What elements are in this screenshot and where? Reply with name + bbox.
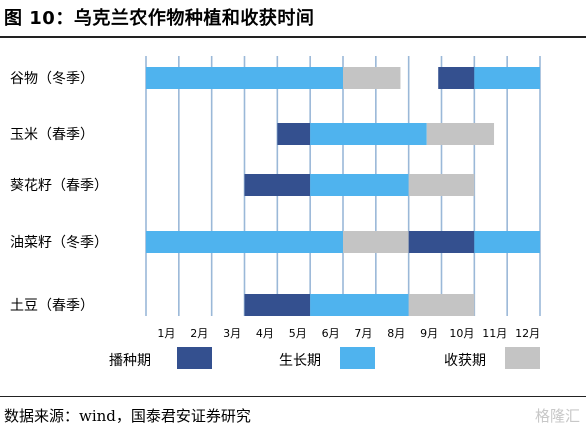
month-label: 4月 — [256, 327, 274, 340]
bar-segment — [277, 123, 311, 145]
bar-segment — [426, 123, 495, 145]
month-label: 7月 — [354, 327, 372, 340]
month-label: 9月 — [420, 327, 438, 340]
legend-label: 收获期 — [444, 353, 486, 369]
bar-segment — [244, 174, 311, 196]
bar-segment — [146, 231, 343, 253]
bar-segment — [310, 174, 409, 196]
bar-segment — [474, 231, 540, 253]
bar-segment — [474, 67, 540, 89]
legend-swatch — [505, 347, 540, 369]
month-label: 5月 — [289, 327, 307, 340]
legend-label: 播种期 — [109, 353, 151, 369]
crop-label: 谷物（冬季） — [10, 71, 94, 87]
title-divider — [0, 36, 586, 38]
bar-segment — [343, 67, 401, 89]
crop-label: 葵花籽（春季） — [10, 178, 108, 194]
bar-segment — [244, 294, 311, 316]
crop-label: 玉米（春季） — [10, 127, 94, 143]
month-label: 6月 — [322, 327, 340, 340]
month-labels: 1月 2月 3月 4月 5月 6月 7月 8月 9月 10月 11月 12月 — [157, 327, 540, 340]
bar-segment — [408, 294, 475, 316]
gantt-chart: 谷物（冬季） 玉米（春季） 葵花籽（春季） 油菜籽（冬季） 土豆（春季） 1月 2月 3月 4… — [10, 56, 541, 369]
bar-segment — [408, 174, 475, 196]
month-label: 12月 — [515, 327, 540, 340]
bar-segment — [310, 123, 427, 145]
source-note: 数据来源：wind，国泰君安证券研究 — [4, 407, 251, 425]
watermark-logo: 格隆汇 — [534, 407, 580, 425]
bar-segment — [408, 231, 475, 253]
legend: 播种期 生长期 收获期 — [109, 347, 540, 369]
month-label: 1月 — [157, 327, 175, 340]
month-label: 10月 — [449, 327, 474, 340]
bar-segment — [310, 294, 409, 316]
bar-segment — [343, 231, 409, 253]
crop-label: 土豆（春季） — [10, 298, 94, 314]
crop-label: 油菜籽（冬季） — [10, 235, 108, 251]
legend-swatch — [340, 347, 375, 369]
footer-divider — [0, 396, 586, 397]
month-label: 8月 — [387, 327, 405, 340]
phase-bars — [146, 67, 540, 316]
crop-labels: 谷物（冬季） 玉米（春季） 葵花籽（春季） 油菜籽（冬季） 土豆（春季） — [10, 71, 108, 314]
legend-swatch — [177, 347, 212, 369]
legend-label: 生长期 — [279, 353, 321, 369]
bar-segment — [146, 67, 343, 89]
month-label: 2月 — [190, 327, 208, 340]
month-label: 11月 — [482, 327, 507, 340]
figure-title: 图 10：乌克兰农作物种植和收获时间 — [4, 8, 315, 29]
bar-segment — [438, 67, 475, 89]
month-label: 3月 — [223, 327, 241, 340]
